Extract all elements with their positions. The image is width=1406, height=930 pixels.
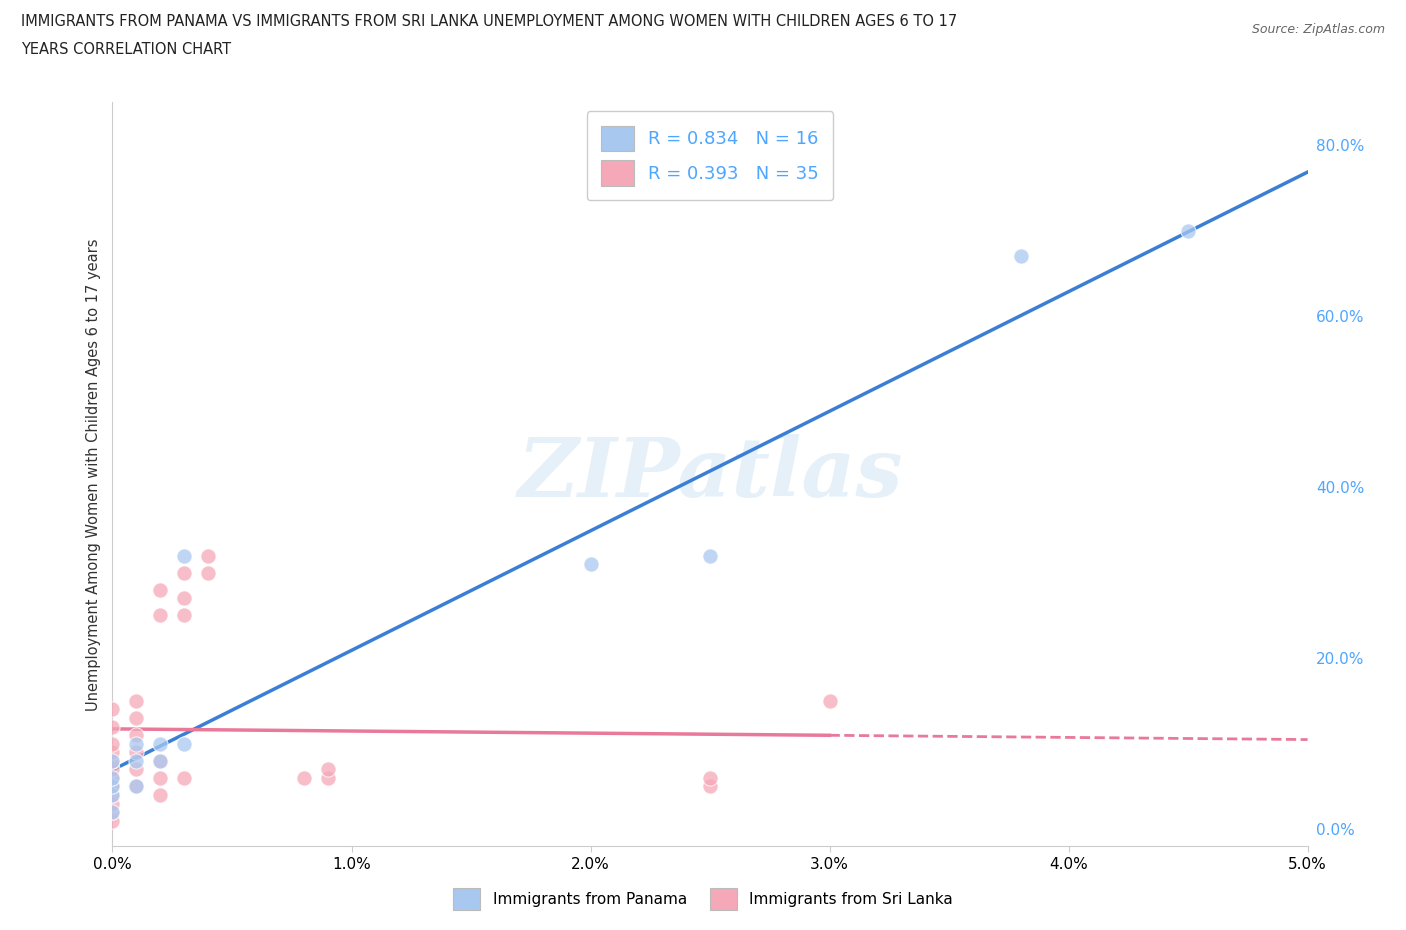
Point xyxy=(125,779,148,794)
Point xyxy=(101,702,124,717)
Point xyxy=(101,779,124,794)
Point xyxy=(101,779,124,794)
Point xyxy=(101,813,124,828)
Point xyxy=(101,719,124,734)
Text: YEARS CORRELATION CHART: YEARS CORRELATION CHART xyxy=(21,42,231,57)
Point xyxy=(173,770,195,785)
Point xyxy=(101,804,124,819)
Point xyxy=(125,753,148,768)
Point xyxy=(149,753,172,768)
Y-axis label: Unemployment Among Women with Children Ages 6 to 17 years: Unemployment Among Women with Children A… xyxy=(86,238,101,711)
Point xyxy=(101,753,124,768)
Point xyxy=(149,737,172,751)
Point xyxy=(101,796,124,811)
Point xyxy=(316,762,339,777)
Point xyxy=(125,745,148,760)
Point xyxy=(197,565,219,580)
Legend: Immigrants from Panama, Immigrants from Sri Lanka: Immigrants from Panama, Immigrants from … xyxy=(446,881,960,918)
Point xyxy=(579,557,602,572)
Point xyxy=(101,770,124,785)
Point xyxy=(292,770,315,785)
Point xyxy=(316,770,339,785)
Point xyxy=(101,745,124,760)
Point xyxy=(149,788,172,803)
Text: ZIPatlas: ZIPatlas xyxy=(517,434,903,514)
Point xyxy=(699,770,721,785)
Point xyxy=(125,711,148,725)
Point xyxy=(125,727,148,742)
Point xyxy=(149,582,172,597)
Point xyxy=(818,694,841,709)
Point xyxy=(101,753,124,768)
Point xyxy=(173,737,195,751)
Point xyxy=(101,737,124,751)
Point xyxy=(101,770,124,785)
Point xyxy=(149,608,172,623)
Point xyxy=(173,591,195,605)
Point xyxy=(699,779,721,794)
Point xyxy=(125,762,148,777)
Point xyxy=(173,608,195,623)
Text: IMMIGRANTS FROM PANAMA VS IMMIGRANTS FROM SRI LANKA UNEMPLOYMENT AMONG WOMEN WIT: IMMIGRANTS FROM PANAMA VS IMMIGRANTS FRO… xyxy=(21,14,957,29)
Point xyxy=(125,737,148,751)
Point xyxy=(197,548,219,563)
Point xyxy=(173,548,195,563)
Point xyxy=(101,762,124,777)
Point xyxy=(101,788,124,803)
Point xyxy=(1010,249,1032,264)
Point xyxy=(125,694,148,709)
Point xyxy=(149,753,172,768)
Point xyxy=(699,548,721,563)
Point xyxy=(101,788,124,803)
Point xyxy=(101,804,124,819)
Legend: R = 0.834   N = 16, R = 0.393   N = 35: R = 0.834 N = 16, R = 0.393 N = 35 xyxy=(586,112,834,200)
Point xyxy=(149,770,172,785)
Point xyxy=(125,779,148,794)
Text: Source: ZipAtlas.com: Source: ZipAtlas.com xyxy=(1251,23,1385,36)
Point xyxy=(1177,223,1199,238)
Point xyxy=(173,565,195,580)
